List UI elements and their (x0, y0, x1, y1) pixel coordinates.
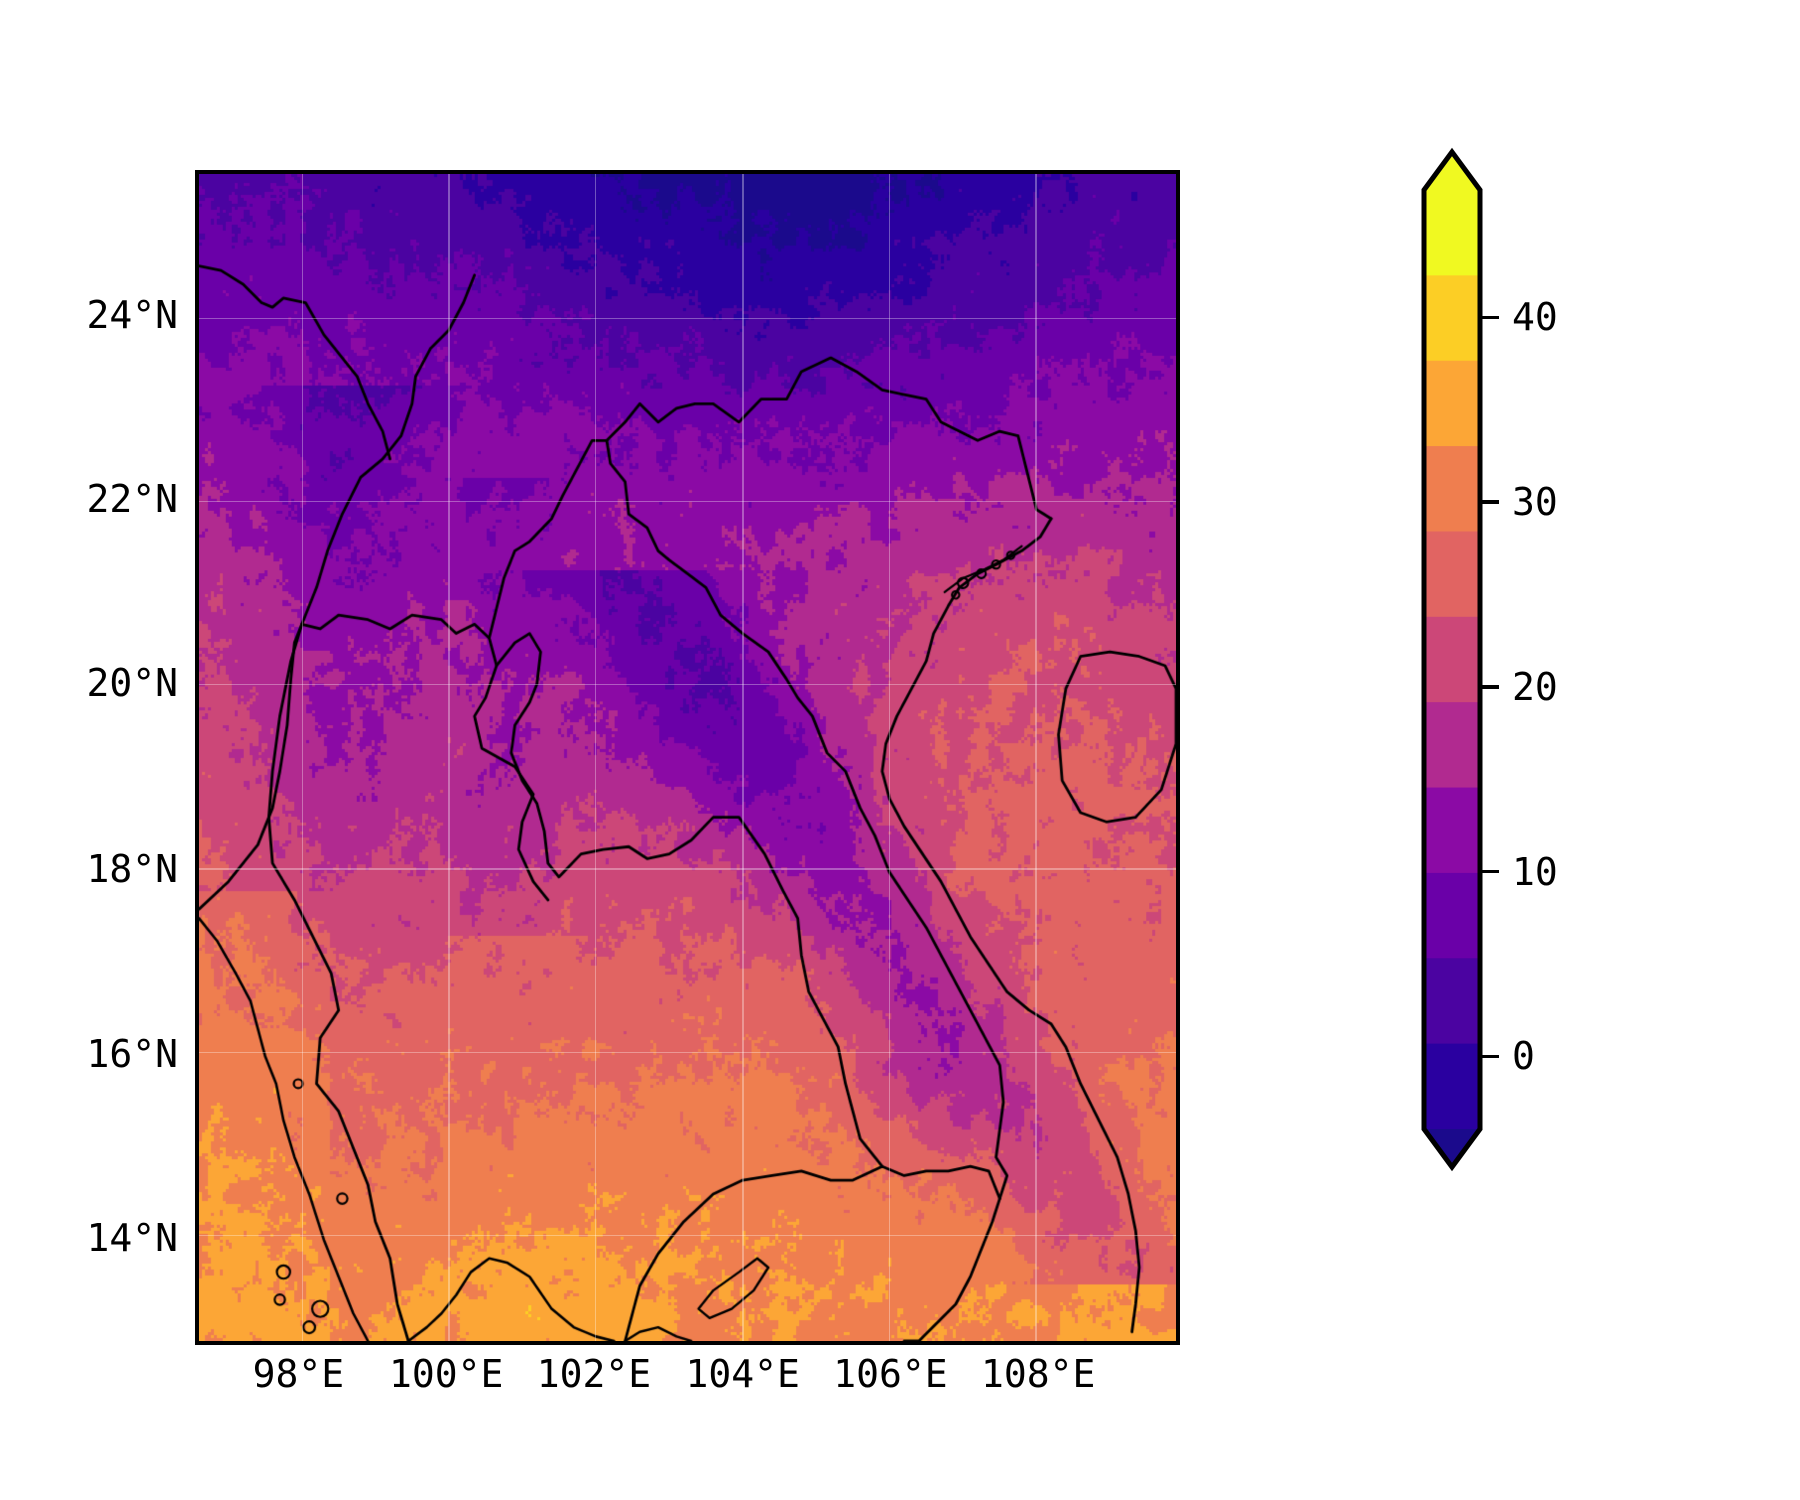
colorbar-tick-mark-icon (1482, 869, 1499, 874)
colorbar-tick-mark-icon (1482, 685, 1499, 689)
xtick-label-108E: 108°E (980, 1352, 1096, 1396)
colorbar-tick-mark-icon (1482, 315, 1499, 320)
colorbar-tick-mark-icon (1482, 1054, 1499, 1059)
xtick-label-106E: 106°E (833, 1352, 948, 1396)
temperature-contour-field (199, 174, 1176, 1341)
ytick-label-18N: 18°N (86, 847, 178, 892)
colorbar-gradient (1421, 147, 1483, 1172)
x-axis-tick-labels: 98°E 100°E 102°E 104°E 106°E 108°E (195, 1352, 1180, 1412)
colorbar-tick-text-40: 40 (1512, 295, 1558, 340)
ytick-label-24N: 24°N (86, 292, 178, 337)
ytick-label-16N: 16°N (86, 1031, 178, 1076)
colorbar-tick-mark-icon (1482, 500, 1499, 504)
ytick-label-14N: 14°N (86, 1216, 178, 1261)
xtick-label-102E: 102°E (536, 1352, 652, 1396)
ytick-label-22N: 22°N (86, 477, 178, 521)
y-axis-tick-labels: 24°N 22°N 20°N 18°N 16°N 14°N (0, 170, 178, 1345)
xtick-label-104E: 104°E (685, 1352, 800, 1396)
colorbar-tick-text-10: 10 (1512, 849, 1558, 894)
xtick-label-100E: 100°E (388, 1352, 504, 1396)
xtick-label-98E: 98°E (252, 1352, 345, 1396)
colorbar[interactable] (1412, 147, 1483, 1172)
colorbar-tick-text-30: 30 (1512, 480, 1558, 525)
colorbar-tick-labels: 40 30 20 10 0 (1482, 152, 1642, 1167)
colorbar-tick-text-20: 20 (1512, 664, 1558, 709)
colorbar-tick-text-0: 0 (1512, 1034, 1535, 1079)
ytick-label-20N: 20°N (86, 661, 178, 706)
map-plot-area[interactable] (195, 170, 1180, 1345)
